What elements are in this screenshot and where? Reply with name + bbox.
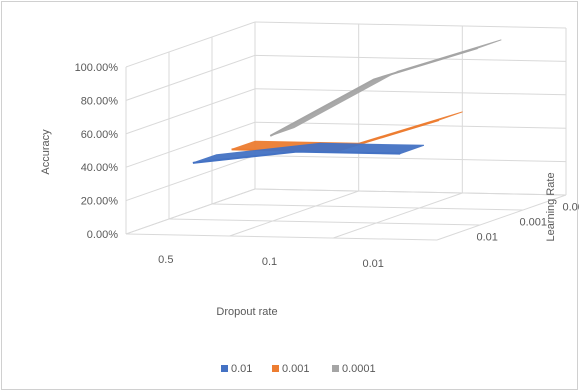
gridline-back-wall [254, 21, 567, 29]
gridline-floor-depth [229, 190, 359, 237]
series-line-0.01 [192, 150, 401, 164]
gridline-floor-depth [436, 194, 567, 241]
series-tick-label: 0.01 [477, 232, 498, 244]
gridline-back-wall [254, 121, 567, 129]
series-line-0.0001 [269, 47, 478, 137]
gridline-floor-depth [125, 188, 256, 235]
gridline-left-wall [125, 88, 256, 135]
y-tick-label: 60.00% [81, 129, 119, 141]
legend-swatch-0.01 [221, 365, 228, 372]
gridline-left-wall [125, 155, 256, 202]
gridline-floor-width [125, 233, 438, 241]
x-tick-label: 0.1 [262, 256, 277, 268]
legend-swatch-0.001 [272, 365, 279, 372]
y-ticks: 0.00% 20.00% 40.00% 60.00% 80.00% 100.00% [75, 62, 119, 241]
gridline-left-wall [125, 54, 256, 101]
y-tick-label: 0.00% [87, 229, 118, 241]
y-axis-title: Accuracy [40, 129, 52, 175]
series-layer [192, 39, 502, 164]
legend: 0.01 0.001 0.0001 [221, 363, 376, 375]
gridline-floor-width [254, 188, 567, 196]
gridline-left-wall [125, 21, 256, 68]
series-axis-title: Learning Rate [545, 172, 557, 241]
gridline-floor-width [168, 218, 481, 226]
x-tick-label: 0.5 [158, 254, 173, 266]
series-tick-label: 0.001 [520, 217, 548, 229]
gridline-back-wall [254, 54, 567, 62]
y-tick-label: 40.00% [81, 162, 119, 174]
series-ticks: 0.01 0.001 0.0001 [477, 202, 579, 244]
gridline-back-wall [254, 88, 567, 96]
gridline-floor-width [211, 203, 524, 211]
gridline-floor-depth [333, 192, 463, 239]
y-tick-label: 20.00% [81, 196, 119, 208]
gridline-left-wall [125, 121, 256, 168]
legend-label-0.0001: 0.0001 [342, 363, 376, 375]
y-tick-label: 80.00% [81, 95, 119, 107]
gridline-back-wall [254, 155, 567, 163]
series-tick-label: 0.0001 [563, 202, 579, 214]
series-surface-0.0001 [270, 39, 502, 137]
y-tick-label: 100.00% [75, 62, 119, 74]
x-tick-label: 0.01 [362, 258, 383, 270]
x-axis-title: Dropout rate [216, 306, 277, 318]
legend-swatch-0.0001 [332, 365, 339, 372]
legend-label-0.01: 0.01 [231, 363, 252, 375]
x-ticks: 0.5 0.1 0.01 [158, 254, 384, 270]
legend-label-0.001: 0.001 [282, 363, 310, 375]
gridlines [125, 21, 567, 241]
